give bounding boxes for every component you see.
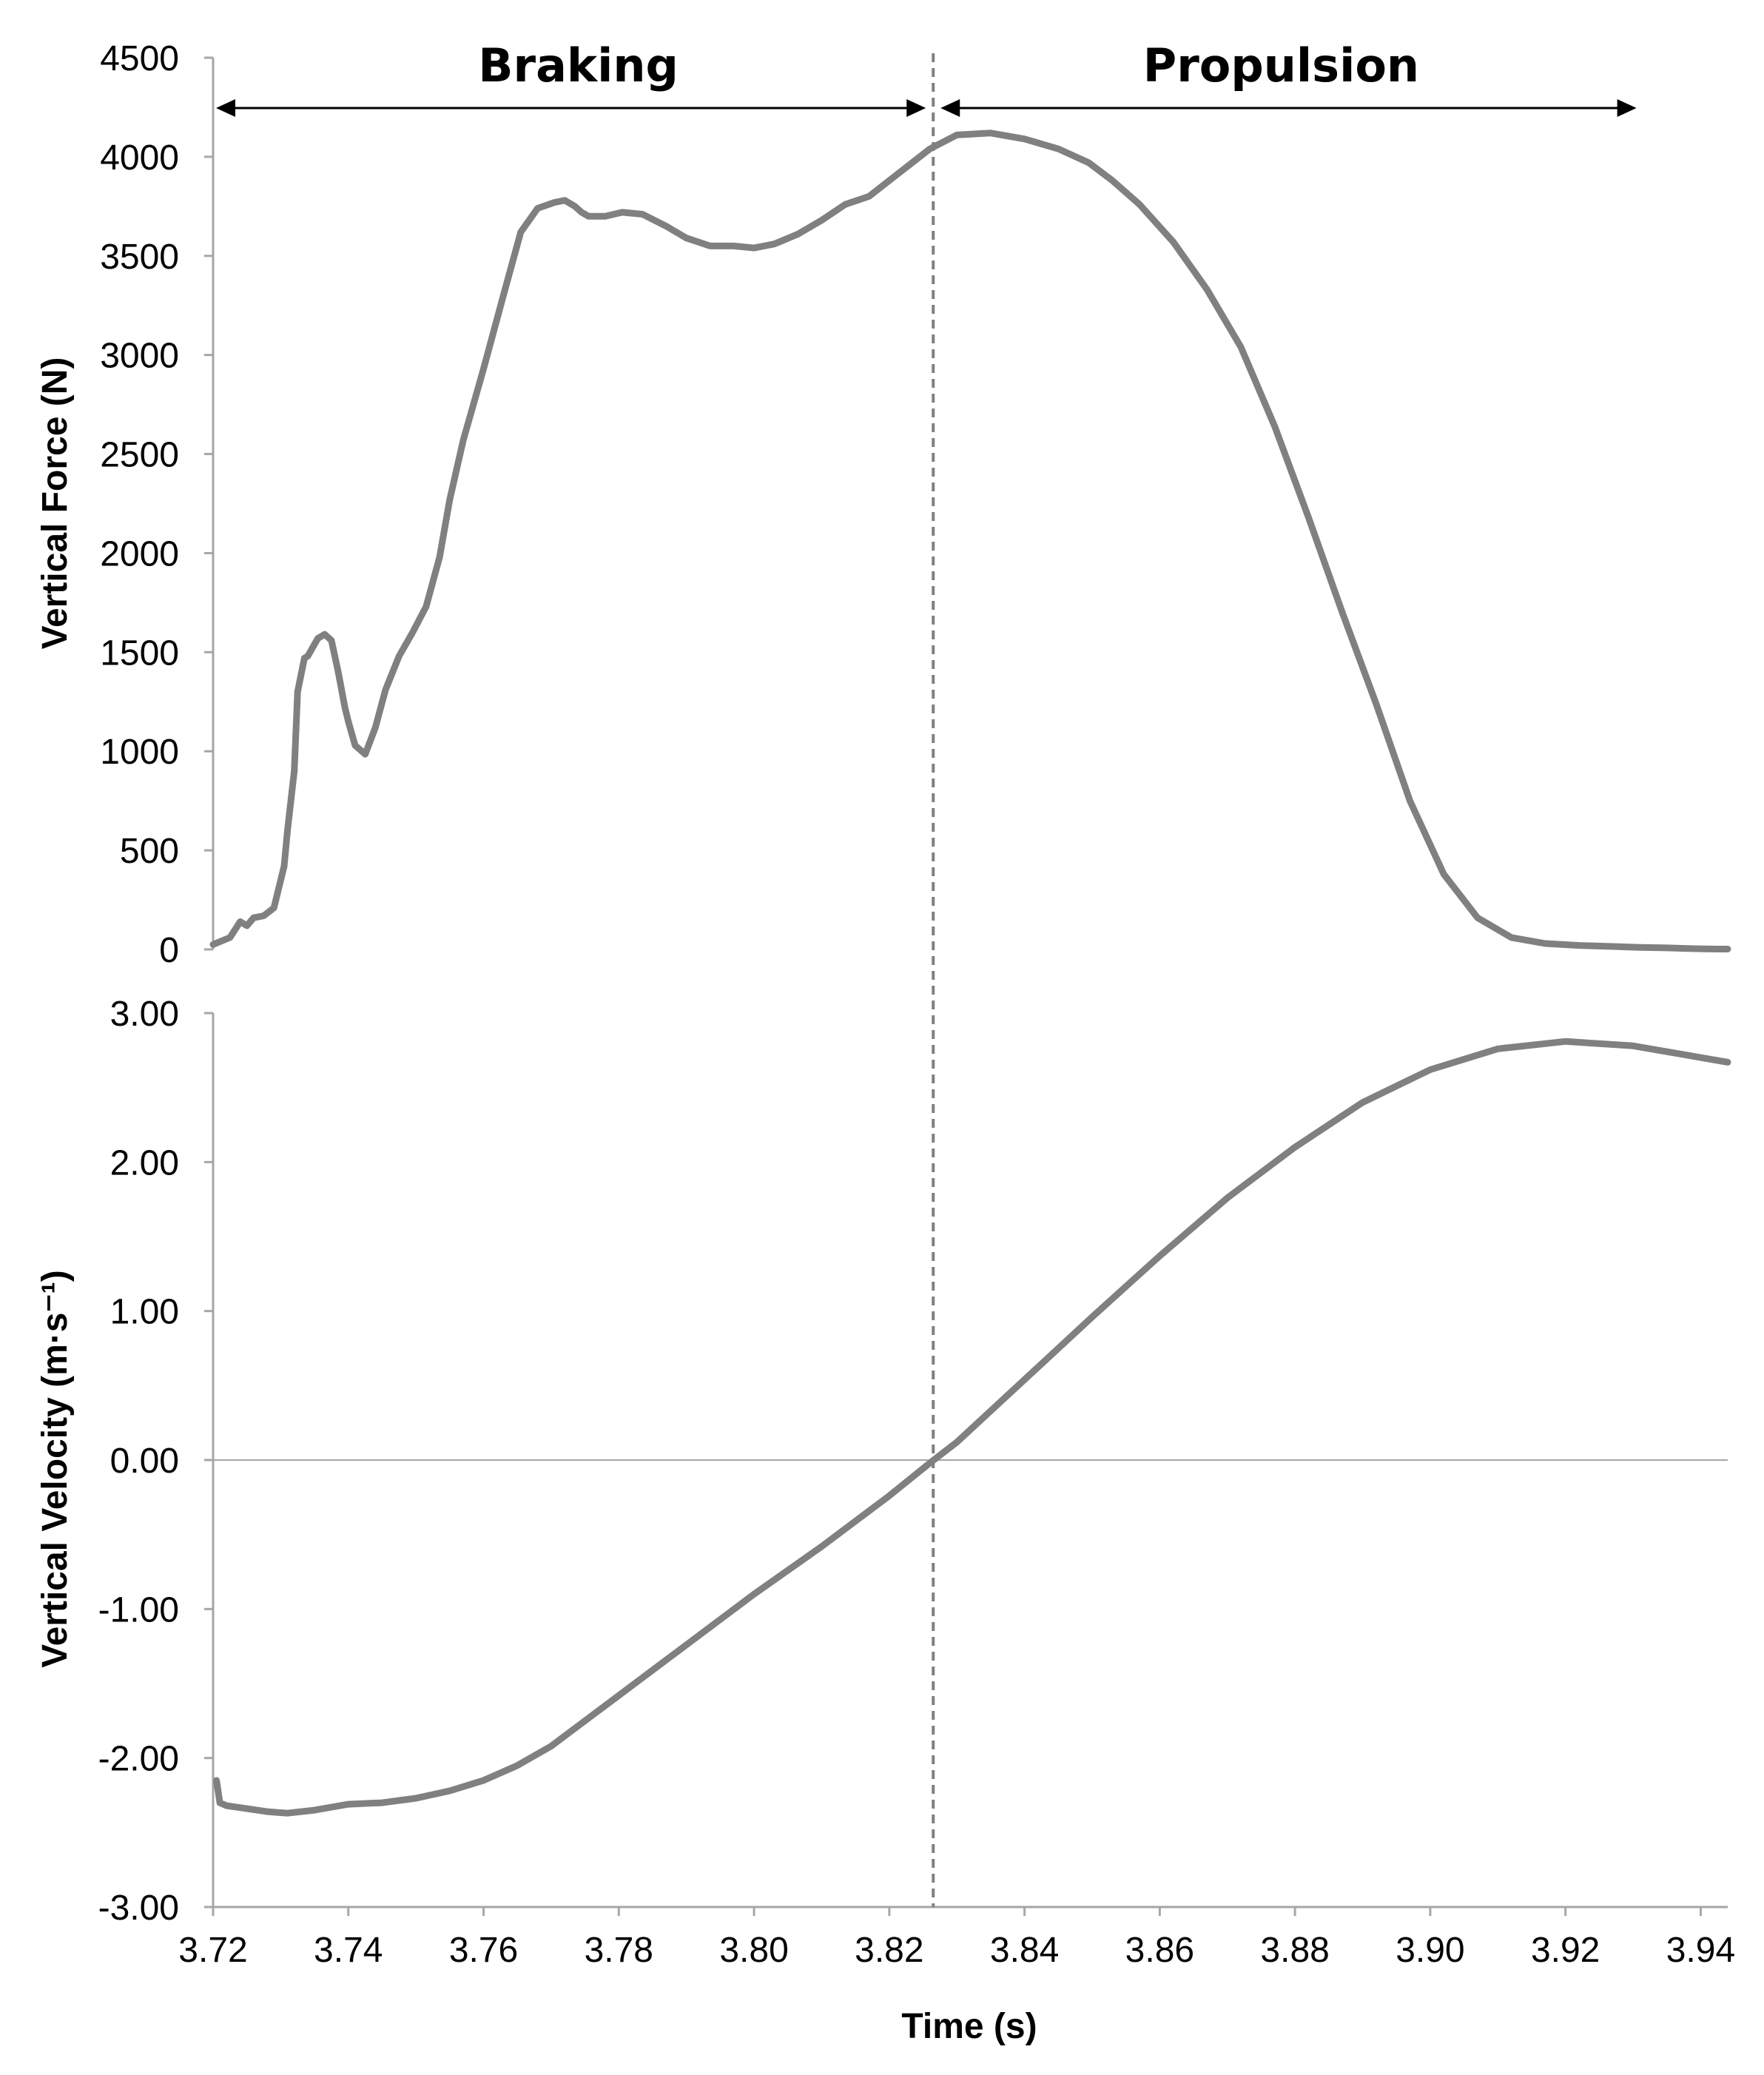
velocity-panel: 3.00 2.00 1.00 0.00 -1.00 -2.00 -3.003.72 3.74 3…	[98, 995, 1736, 1970]
x-tick-label: 3.92	[1531, 1931, 1600, 1970]
y-tick-label-force: 4500	[100, 39, 179, 78]
x-tick-label: 3.82	[855, 1931, 923, 1970]
force-panel: 4500 4000 3500 3000 2500 2000 1500 1000 500 0	[100, 39, 1731, 970]
x-tick-label: 3.78	[585, 1931, 653, 1970]
y-tick-label-force: 4000	[100, 138, 179, 178]
x-tick-label: 3.88	[1260, 1931, 1329, 1970]
propulsion-arrow	[940, 99, 1637, 117]
y-tick-label-force: 3500	[100, 238, 179, 277]
phase-overlay: Braking Propulsion	[216, 38, 1637, 1907]
y-tick-label-velocity: -3.00	[98, 1889, 179, 1928]
y-tick-label-force: 2000	[100, 534, 179, 574]
x-tick-label: 3.80	[719, 1931, 788, 1970]
x-tick-label: 3.72	[178, 1931, 247, 1970]
velocity-series-line	[213, 1038, 1731, 1817]
y-axis-title-velocity: Vertical Velocity (m·s⁻¹)	[36, 1270, 75, 1668]
x-tick-label: 3.94	[1666, 1931, 1735, 1970]
y-tick-label-force: 3000	[100, 337, 179, 376]
arrow-head-left	[216, 99, 235, 117]
braking-arrow	[216, 99, 926, 117]
x-tick-label: 3.74	[314, 1931, 383, 1970]
arrow-head-right	[1617, 99, 1637, 117]
y-tick-label-velocity: 1.00	[110, 1293, 179, 1332]
y-tick-label-force: 500	[120, 832, 179, 871]
propulsion-label: Propulsion	[1143, 38, 1419, 93]
arrow-head-right	[906, 99, 926, 117]
y-tick-label-velocity: -2.00	[98, 1740, 179, 1779]
y-tick-label-velocity: -1.00	[98, 1590, 179, 1630]
x-tick-label: 3.86	[1125, 1931, 1194, 1970]
x-axis-title: Time (s)	[901, 2007, 1037, 2046]
y-tick-label-force: 1000	[100, 733, 179, 772]
x-tick-label: 3.90	[1396, 1931, 1464, 1970]
y-tick-label-force: 1500	[100, 633, 179, 673]
y-tick-label-velocity: 0.00	[110, 1442, 179, 1481]
y-tick-label-velocity: 2.00	[110, 1143, 179, 1183]
y-tick-label-velocity: 3.00	[110, 995, 179, 1034]
y-axis-title-force: Vertical Force (N)	[36, 357, 75, 650]
x-tick-label: 3.84	[990, 1931, 1059, 1970]
y-tick-label-force: 0	[159, 931, 179, 970]
force-series-line	[209, 130, 1731, 952]
braking-label: Braking	[478, 38, 679, 93]
arrow-head-left	[940, 99, 960, 117]
x-tick-label: 3.76	[449, 1931, 518, 1970]
y-tick-label-force: 2500	[100, 436, 179, 475]
